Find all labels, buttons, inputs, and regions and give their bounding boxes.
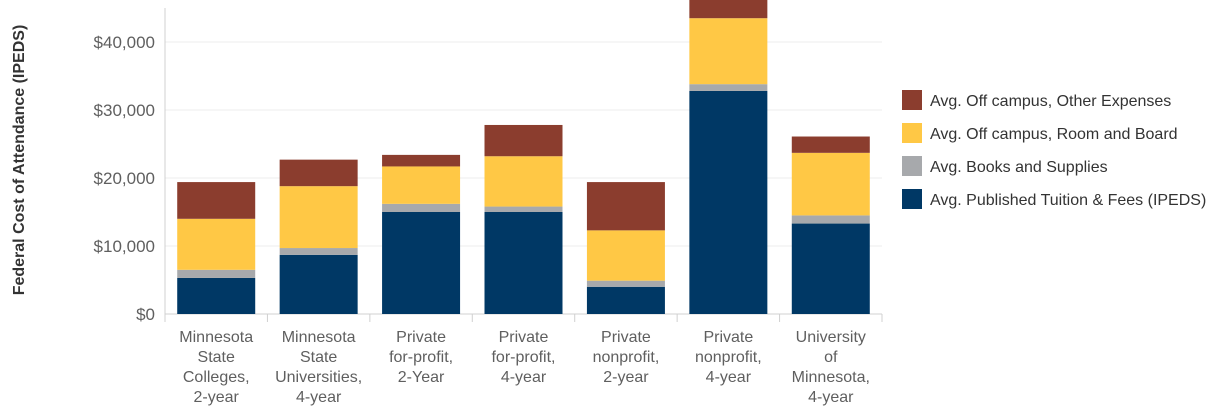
legend-swatch [902,90,922,110]
bar-segment [279,248,358,255]
x-category-label: Private nonprofit, 4-year [695,329,762,386]
bar-segment [177,182,256,219]
x-category-label: Private for-profit, 4-year [491,329,555,386]
bar-segment [791,215,870,224]
bar-segment [689,18,768,85]
bars [177,0,870,315]
legend-swatch [902,123,922,143]
x-category-label: Minnesota State Universities, 4-year [275,329,362,406]
bar-segment [689,90,768,315]
bar-segment [382,203,461,212]
bar-segment [279,159,358,187]
y-tick-label: $10,000 [94,237,155,256]
bar-segment [586,230,665,281]
legend-swatch [902,189,922,209]
legend-label: Avg. Books and Supplies [930,159,1108,176]
y-tick-label: $0 [136,305,155,324]
x-category-label: Private for-profit, 2-Year [389,329,453,386]
legend-label: Avg. Off campus, Room and Board [930,126,1178,143]
bar-segment [586,280,665,287]
bar-segment [791,136,870,153]
bar-segment [382,154,461,167]
x-category-label: Private nonprofit, 2-year [593,329,660,386]
bar-segment [791,152,870,216]
bar-segment [484,156,563,207]
bar-segment [484,124,563,157]
y-axis-label: Federal Cost of Attendance (IPEDS) [11,25,28,296]
bar-segment [791,223,870,314]
legend-swatch [902,156,922,176]
bar-segment [177,269,256,278]
bar-segment [177,218,256,270]
bar-segment [279,186,358,249]
legend: Avg. Off campus, Other Expenses Avg. Off … [902,90,1206,209]
legend-label: Avg. Published Tuition & Fees (IPEDS) [930,192,1206,209]
bar-segment [689,0,768,19]
bar-segment [177,277,256,314]
bar-segment [382,212,461,314]
legend-label: Avg. Off campus, Other Expenses [930,93,1171,110]
y-tick-label: $40,000 [94,33,155,52]
x-category-label: University of Minnesota, 4-year [792,329,870,406]
bar-segment [484,206,563,212]
bar-segment [689,84,768,91]
bar-segment [586,286,665,314]
bar-segment [279,254,358,314]
bar-segment [382,166,461,204]
bar-segment [484,212,563,314]
y-tick-label: $30,000 [94,101,155,120]
x-category-label: Minnesota State Colleges, 2-year [179,329,253,406]
y-tick-label: $20,000 [94,169,155,188]
category-labels: Minnesota State Colleges, 2-year Minnesota St… [179,329,870,406]
bar-segment [586,182,665,231]
